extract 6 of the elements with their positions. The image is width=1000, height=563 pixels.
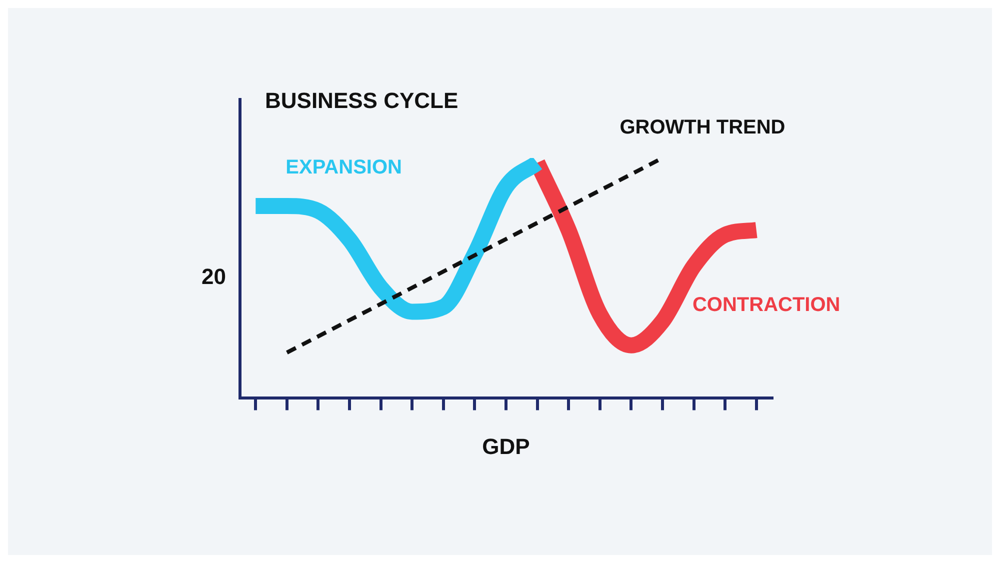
series-label: GROWTH TREND: [620, 116, 786, 139]
x-axis-title: GDP: [482, 434, 530, 459]
series-label: CONTRACTION: [692, 294, 840, 316]
chart-title: BUSINESS CYCLE: [265, 88, 458, 113]
series-label: EXPANSION: [286, 156, 402, 179]
text: 20: [202, 264, 226, 290]
